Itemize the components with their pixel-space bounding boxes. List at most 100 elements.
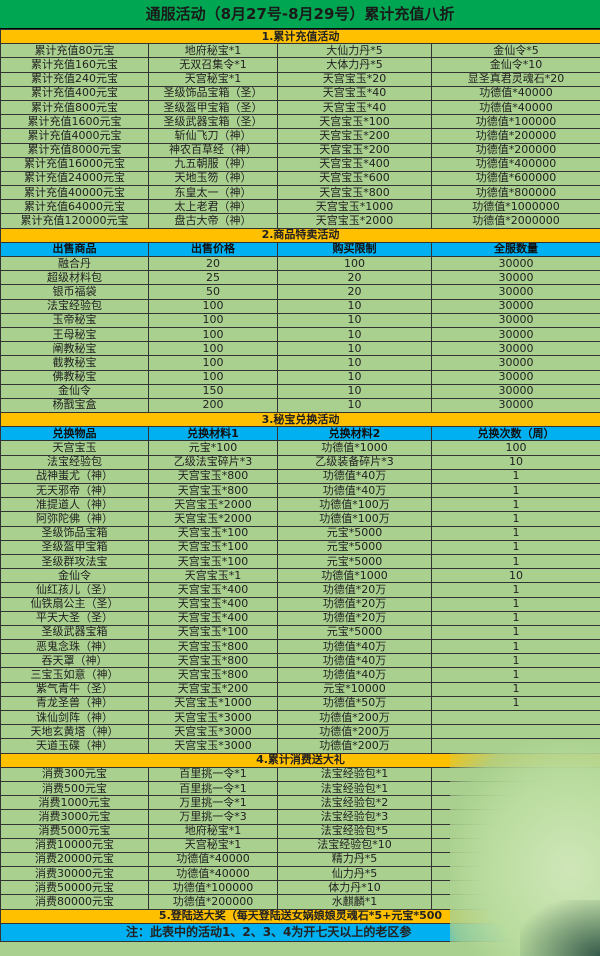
table-row: 累计充值400元宝 圣级饰品宝箱（圣） 天宫宝玉*40 功德值*40000 xyxy=(0,85,600,101)
table-row-cell: 元宝*5000 xyxy=(277,553,432,570)
table-row: 战神蚩尤（神） 天宫宝玉*800 功德值*40万 1 xyxy=(0,468,600,485)
table-row: 累计充值80元宝 地府秘宝*1 大仙力丹*5 金仙令*5 xyxy=(0,43,600,59)
table-row-cell: 累计充值16000元宝 xyxy=(0,156,149,172)
table-row-cell: 天宫宝玉*200 xyxy=(148,681,278,697)
table-row-cell: 仙红孩儿（圣） xyxy=(0,582,149,598)
table-row-cell: 功德值*100000 xyxy=(430,114,600,130)
table-row-cell: 功德值*100万 xyxy=(277,511,432,527)
table-row: 王母秘宝 100 10 30000 xyxy=(0,326,600,343)
table-row-cell: 圣级盔甲宝箱 xyxy=(0,539,149,555)
table-row-cell: 东皇太一（神） xyxy=(148,185,278,201)
table-row-cell: 30000 xyxy=(430,355,600,371)
table-row-cell: 10 xyxy=(277,369,432,385)
table-row-cell: 30000 xyxy=(430,341,600,357)
table-row-cell xyxy=(430,851,600,868)
table-row-cell: 天地玄黄塔（神） xyxy=(0,724,149,740)
table-row-cell: 1 xyxy=(430,511,600,527)
table-row-cell: 杨戬宝盒 xyxy=(0,397,149,414)
table-row-cell: 圣级盔甲宝箱（圣） xyxy=(148,99,278,116)
table-row-cell: 10 xyxy=(277,341,432,357)
table-row: 累计充值8000元宝 神农百草经（神） 天宫宝玉*200 功德值*200000 xyxy=(0,142,600,158)
table-row-cell: 功德值*800000 xyxy=(430,185,600,201)
table-row-cell: 阿弥陀佛（神） xyxy=(0,511,149,527)
table-row-cell: 天宫宝玉*800 xyxy=(277,185,432,201)
table-row: 累计充值40000元宝 东皇太一（神） 天宫宝玉*800 功德值*800000 xyxy=(0,185,600,201)
table-row: 累计充值160元宝 无双召集令*1 大体力丹*5 金仙令*10 xyxy=(0,57,600,73)
table-row: 累计充值16000元宝 九五朝服（神） 天宫宝玉*400 功德值*400000 xyxy=(0,156,600,172)
table-row-cell: 100 xyxy=(430,440,600,456)
table-row: 消费5000元宝 地府秘宝*1 法宝经验包*5 xyxy=(0,823,600,839)
table-row-cell: 功德值*200000 xyxy=(430,142,600,158)
table-row: 圣级群攻法宝 天宫宝玉*100 元宝*5000 1 xyxy=(0,553,600,570)
table-row-cell: 功德值*1000 xyxy=(277,568,432,584)
table-row-cell: 天宫宝玉*2000 xyxy=(148,497,278,513)
table-row: 累计充值240元宝 天宫秘宝*1 天宫宝玉*20 显圣真君灵魂石*20 xyxy=(0,71,600,87)
table-row-cell: 法宝经验包*1 xyxy=(277,766,432,782)
table-row-cell: 天宫宝玉*600 xyxy=(277,170,432,187)
table-row-cell: 25 xyxy=(148,270,278,286)
table-row-cell: 法宝经验包*1 xyxy=(277,780,432,797)
table-row-cell: 法宝经验包*3 xyxy=(277,809,432,825)
table-row-cell: 盘古大帝（神） xyxy=(148,213,278,229)
table-row-cell: 10 xyxy=(430,568,600,584)
table-row-cell: 1 xyxy=(430,681,600,697)
table-row-cell: 斩仙飞刀（神） xyxy=(148,128,278,144)
table-row-cell: 截教秘宝 xyxy=(0,355,149,371)
table-row-cell: 消费50000元宝 xyxy=(0,880,149,896)
column-header: 兑换材料1 xyxy=(148,426,278,442)
table-row-cell: 累计充值160元宝 xyxy=(0,57,149,73)
table-row: 吞天罩（神） 天宫宝玉*800 功德值*40万 1 xyxy=(0,653,600,669)
table-row-cell: 无天邪帝（神） xyxy=(0,482,149,499)
table-row: 紫气青牛（圣） 天宫宝玉*200 元宝*10000 1 xyxy=(0,681,600,697)
section-3-header: 3.秘宝兑换活动 xyxy=(0,412,600,428)
table-row: 天宫宝玉 元宝*100 功德值*1000 100 xyxy=(0,440,600,456)
table-row-cell: 天宫宝玉*1 xyxy=(148,568,278,584)
table-row-cell: 天宫宝玉*100 xyxy=(277,114,432,130)
table-row-cell: 功德值*1000000 xyxy=(430,199,600,215)
table-row: 累计充值1600元宝 圣级武器宝箱（圣） 天宫宝玉*100 功德值*100000 xyxy=(0,114,600,130)
table-row: 平天大圣（圣） 天宫宝玉*400 功德值*20万 1 xyxy=(0,610,600,626)
table-row-cell: 乙级法宝碎片*3 xyxy=(148,454,278,470)
table-row-cell xyxy=(430,709,600,726)
table-row-cell: 天宫宝玉*20 xyxy=(277,71,432,87)
table-row-cell: 天宫宝玉*100 xyxy=(148,525,278,541)
table-row-cell: 大体力丹*5 xyxy=(277,57,432,73)
table-row-cell: 功德值*20万 xyxy=(277,582,432,598)
table-row: 累计充值64000元宝 太上老君（神） 天宫宝玉*1000 功德值*1000000 xyxy=(0,199,600,215)
table-row-cell: 功德值*40000 xyxy=(148,866,278,882)
table-row-cell: 诛仙剑阵（神） xyxy=(0,709,149,726)
table-row-cell: 神农百草经（神） xyxy=(148,142,278,158)
table-row: 消费500元宝 百里挑一令*1 法宝经验包*1 xyxy=(0,780,600,797)
column-header: 兑换材料2 xyxy=(277,426,432,442)
table-row: 圣级武器宝箱 天宫宝玉*100 元宝*5000 1 xyxy=(0,624,600,641)
table-row-cell: 100 xyxy=(148,341,278,357)
table-row-cell: 功德值*40000 xyxy=(148,851,278,868)
table-row-cell: 功德值*100万 xyxy=(277,497,432,513)
table-row-cell: 元宝*100 xyxy=(148,440,278,456)
table-row: 无天邪帝（神） 天宫宝玉*800 功德值*40万 1 xyxy=(0,482,600,499)
table-row-cell: 30000 xyxy=(430,255,600,272)
table-row: 天地玄黄塔（神） 天宫宝玉*3000 功德值*200万 xyxy=(0,724,600,740)
table-row-cell: 天宫宝玉*800 xyxy=(148,667,278,683)
table-row-cell xyxy=(430,837,600,853)
table-row-cell: 超级材料包 xyxy=(0,270,149,286)
table-row-cell: 1 xyxy=(430,468,600,485)
table-row-cell: 功德值*20万 xyxy=(277,596,432,612)
table-row-cell: 天宫秘宝*1 xyxy=(148,837,278,853)
table-row-cell: 天宫秘宝*1 xyxy=(148,71,278,87)
table-row-cell: 元宝*10000 xyxy=(277,681,432,697)
table-row-cell: 消费300元宝 xyxy=(0,766,149,782)
table-row-cell: 百里挑一令*1 xyxy=(148,780,278,797)
table-row-cell: 功德值*40000 xyxy=(430,99,600,116)
table-row-cell xyxy=(430,766,600,782)
table-row-cell xyxy=(430,795,600,811)
table-row-cell: 天宫宝玉*2000 xyxy=(277,213,432,229)
table-row-cell: 累计充值24000元宝 xyxy=(0,170,149,187)
table-row-cell: 30000 xyxy=(430,270,600,286)
table-row-cell xyxy=(430,823,600,839)
table-row-cell: 功德值*40000 xyxy=(430,85,600,101)
table-row-cell: 功德值*20万 xyxy=(277,610,432,626)
table-row: 天道玉碟（神） 天宫宝玉*3000 功德值*200万 xyxy=(0,738,600,754)
table-row-cell: 万里挑一令*1 xyxy=(148,795,278,811)
table-row-cell: 恶鬼念珠（神） xyxy=(0,639,149,655)
